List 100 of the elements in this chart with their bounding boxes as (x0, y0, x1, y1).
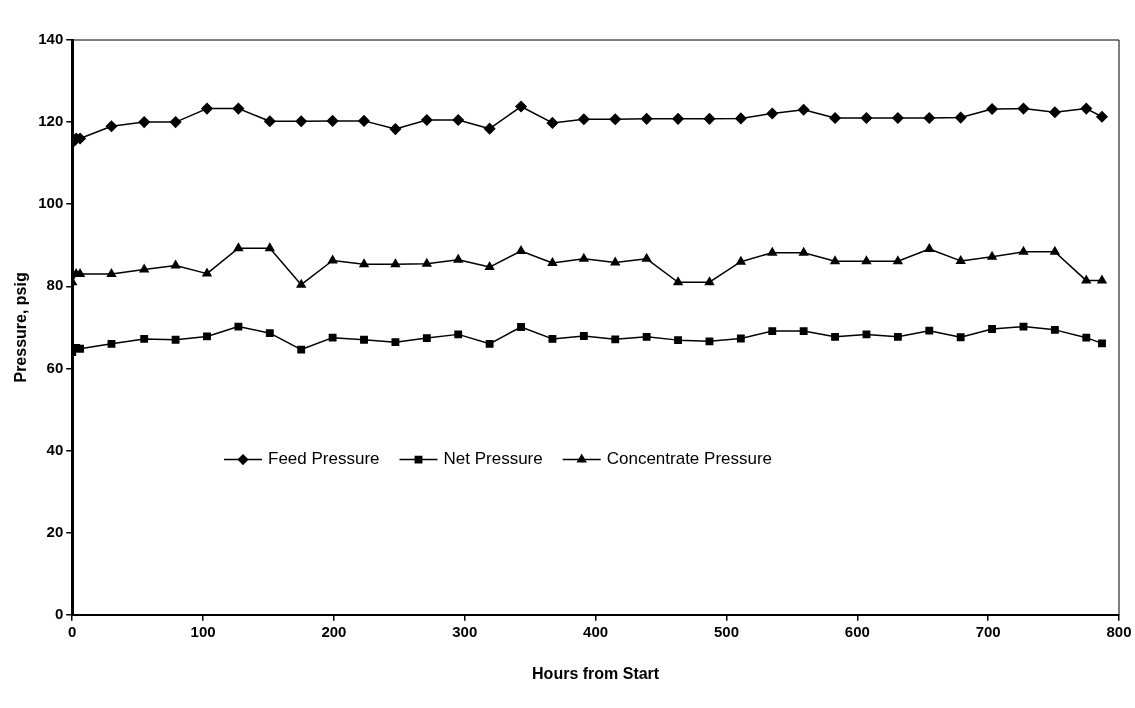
point (579, 253, 589, 262)
point (1098, 339, 1106, 348)
x-tick-label: 300 (452, 622, 478, 640)
y-tick-label: 20 (46, 522, 64, 540)
point (140, 334, 149, 343)
point (673, 276, 683, 286)
x-tick-label: 700 (975, 622, 1001, 640)
point (391, 338, 400, 347)
point (389, 123, 402, 135)
point (923, 112, 936, 124)
y-tick-label: 140 (38, 30, 64, 48)
point (233, 242, 244, 252)
legend-label: Concentrate Pressure (606, 449, 773, 469)
point (736, 256, 746, 265)
point (1097, 275, 1107, 284)
point (234, 322, 243, 331)
point (799, 327, 808, 336)
x-tick-label: 0 (68, 622, 77, 640)
x-axis-title: Hours from Start (532, 664, 660, 682)
point (515, 100, 527, 113)
point (421, 114, 433, 126)
point (1082, 333, 1091, 342)
point (797, 104, 810, 116)
point (705, 337, 714, 346)
point (265, 242, 275, 252)
point (956, 333, 965, 342)
point (704, 276, 715, 286)
point (611, 335, 620, 344)
point (516, 245, 526, 255)
y-tick-label: 60 (46, 358, 64, 376)
point (295, 115, 307, 128)
point (830, 256, 840, 265)
point (1050, 246, 1060, 255)
point (359, 258, 369, 268)
legend-label: Net Pressure (443, 449, 543, 469)
point (674, 336, 682, 345)
point (203, 332, 211, 341)
point (1017, 102, 1030, 115)
point (454, 330, 463, 339)
point (297, 345, 306, 354)
point (1018, 246, 1029, 255)
point (831, 332, 839, 341)
point (517, 323, 525, 331)
point (766, 107, 779, 120)
y-tick-label: 80 (46, 276, 64, 294)
point (799, 247, 809, 256)
point (860, 112, 873, 124)
point (422, 258, 432, 267)
point (1019, 322, 1028, 331)
y-tick-label: 40 (46, 440, 64, 458)
point (610, 257, 620, 266)
point (422, 334, 431, 343)
y-tick-label: 120 (38, 112, 64, 130)
point (202, 268, 212, 277)
point (1096, 111, 1108, 123)
point (358, 115, 370, 127)
point (548, 334, 557, 343)
point (452, 114, 464, 126)
point (264, 115, 276, 128)
y-tick-label: 0 (54, 604, 64, 622)
y-tick-label: 100 (38, 194, 64, 212)
point (703, 113, 716, 125)
x-tick-label: 800 (1106, 622, 1132, 640)
point (170, 260, 181, 269)
point (169, 116, 182, 128)
point (106, 268, 117, 278)
point (862, 330, 871, 339)
point (578, 113, 590, 125)
point (579, 332, 588, 340)
point (1050, 325, 1059, 334)
point (767, 247, 777, 256)
point (956, 255, 966, 264)
point (105, 120, 118, 132)
point (360, 335, 368, 344)
x-tick-label: 600 (844, 622, 870, 640)
point (547, 257, 558, 266)
point (138, 116, 150, 128)
point (987, 251, 997, 260)
point (483, 122, 496, 135)
point (986, 103, 998, 115)
point (925, 326, 934, 335)
point (892, 112, 904, 124)
point (453, 254, 463, 263)
point (265, 329, 274, 338)
point (1080, 102, 1093, 115)
legend-label: Feed Pressure (268, 449, 380, 469)
point (390, 258, 401, 268)
point (609, 113, 621, 125)
point (139, 264, 149, 273)
point (296, 279, 306, 288)
x-tick-label: 400 (583, 622, 609, 640)
point (768, 327, 777, 336)
point (988, 325, 997, 333)
point (861, 256, 872, 265)
point (201, 102, 213, 115)
point (326, 115, 339, 127)
point (924, 243, 934, 252)
point (735, 112, 747, 125)
point (107, 339, 116, 348)
point (736, 334, 745, 343)
